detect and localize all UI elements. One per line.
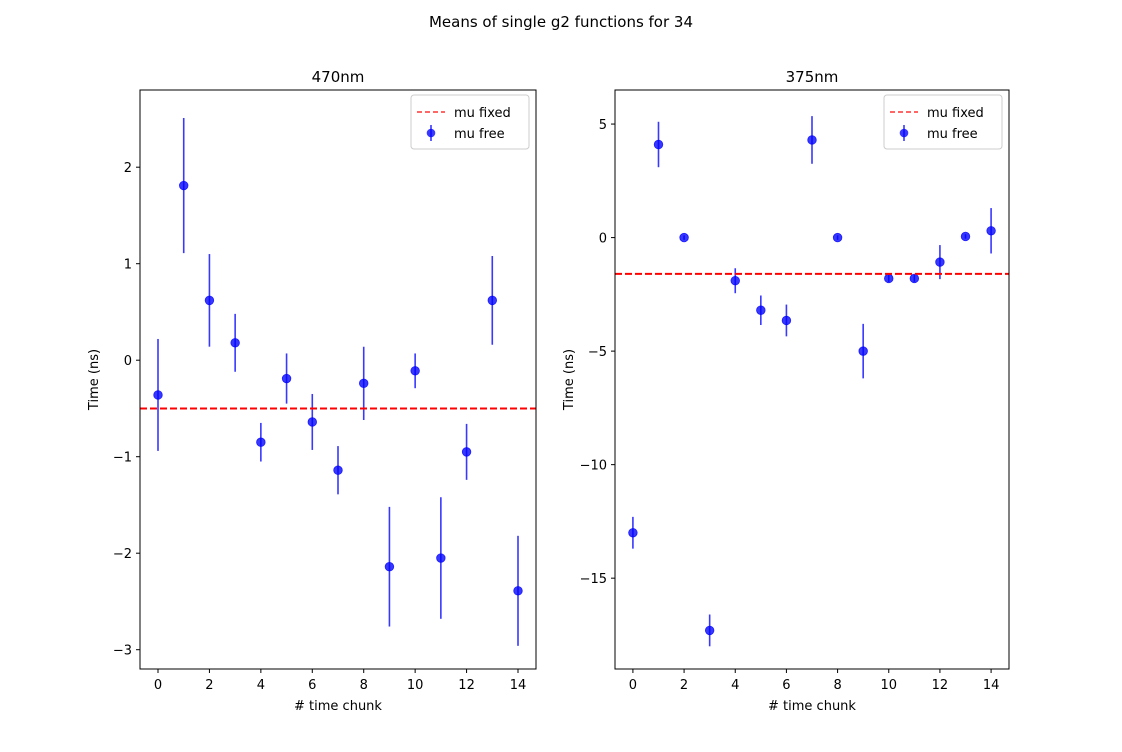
y-tick-label: −5: [588, 345, 607, 360]
data-point: [653, 139, 664, 150]
mark-group: [140, 117, 536, 646]
y-tick-label: 5: [599, 118, 607, 133]
legend-frame: [410, 94, 530, 150]
x-tick-label: 10: [407, 678, 424, 693]
x-tick-label: 2: [680, 678, 688, 693]
subplot-title: 375nm: [786, 68, 839, 86]
y-tick-label: −10: [580, 459, 607, 474]
x-tick-label: 8: [360, 678, 368, 693]
data-point: [628, 528, 638, 538]
data-point: [487, 295, 497, 306]
y-tick-label: −2: [113, 547, 132, 562]
legend-label-mu-fixed: mu fixed: [454, 106, 511, 121]
figure-suptitle: Means of single g2 functions for 34: [429, 13, 693, 31]
data-point: [935, 257, 945, 267]
tick-group: 0 2 4 6 8 10 12 14 −15 −10 −5 0 5: [580, 118, 1000, 693]
data-point: [410, 366, 420, 376]
x-tick-label: 12: [932, 678, 949, 693]
y-tick-label: 2: [124, 161, 132, 176]
x-tick-label: 14: [510, 678, 527, 693]
subplot-375nm: 375nm # time chunk Time (ns) 0 2 4 6 8 10 12 14…: [562, 68, 1010, 714]
data-point: [256, 437, 266, 447]
legend-swatch-point: [899, 128, 909, 138]
data-point: [384, 562, 395, 572]
legend-label-mu-free: mu free: [927, 127, 978, 142]
legend: mu fixed mu free: [410, 94, 530, 150]
data-point: [513, 586, 523, 596]
data-point: [153, 390, 163, 400]
data-point: [756, 305, 766, 315]
data-point: [730, 276, 740, 286]
x-tick-label: 6: [782, 678, 790, 693]
y-tick-label: −3: [113, 644, 132, 659]
x-tick-label: 14: [983, 678, 1000, 693]
data-point: [960, 231, 971, 242]
x-tick-label: 8: [833, 678, 841, 693]
x-tick-label: 4: [731, 678, 739, 693]
data-point: [909, 273, 920, 284]
y-tick-label: 0: [124, 354, 132, 369]
data-point: [858, 346, 868, 356]
data-point: [204, 295, 215, 306]
x-tick-label: 6: [308, 678, 316, 693]
x-tick-label: 12: [458, 678, 475, 693]
data-point: [179, 180, 189, 191]
legend-frame: [883, 94, 1003, 150]
data-point: [832, 232, 843, 243]
data-point: [436, 553, 446, 563]
data-point: [679, 232, 689, 243]
y-axis-label: Time (ns): [87, 349, 102, 411]
x-tick-label: 2: [205, 678, 213, 693]
data-point: [807, 135, 817, 145]
legend-label-mu-fixed: mu fixed: [927, 106, 984, 121]
legend-label-mu-free: mu free: [454, 127, 505, 142]
data-point: [281, 373, 292, 384]
x-tick-label: 0: [629, 678, 637, 693]
data-point: [781, 315, 792, 326]
x-axis-label: # time chunk: [294, 699, 382, 714]
x-tick-label: 10: [880, 678, 897, 693]
data-point: [333, 465, 343, 475]
data-point: [461, 447, 472, 457]
y-tick-label: 1: [124, 258, 132, 273]
data-point: [307, 417, 317, 427]
plot-frame: [139, 89, 537, 670]
x-tick-label: 4: [257, 678, 265, 693]
data-point: [359, 378, 369, 389]
y-tick-label: −1: [113, 451, 132, 466]
data-point: [230, 338, 240, 348]
subplot-title: 470nm: [312, 68, 365, 86]
data-point: [986, 226, 996, 236]
x-tick-label: 0: [154, 678, 162, 693]
data-point: [884, 273, 894, 284]
y-axis-label: Time (ns): [562, 349, 577, 411]
y-tick-label: −15: [580, 572, 607, 587]
data-point: [704, 625, 715, 636]
mark-group: [615, 116, 1009, 647]
y-tick-label: 0: [599, 232, 607, 247]
legend-swatch-point: [426, 128, 436, 138]
x-axis-label: # time chunk: [768, 699, 856, 714]
legend: mu fixed mu free: [883, 94, 1003, 150]
plot-frame: [614, 89, 1010, 670]
subplot-470nm: 470nm # time chunk Time (ns) 0 2 4 6 8 10 12 14…: [87, 68, 537, 714]
